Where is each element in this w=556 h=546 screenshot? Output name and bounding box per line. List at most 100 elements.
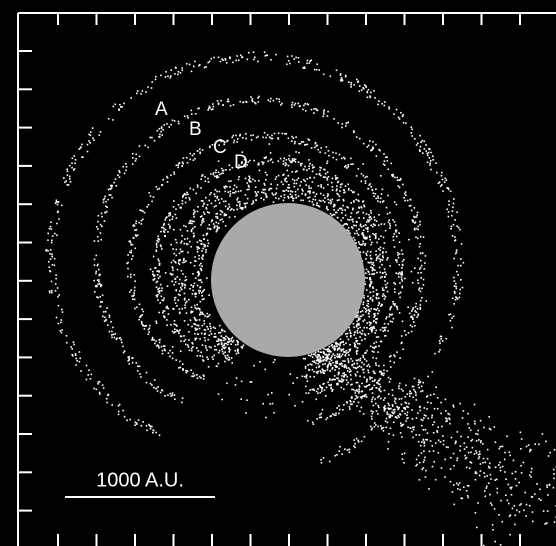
particle	[342, 354, 344, 356]
particle	[213, 223, 215, 225]
particle	[336, 193, 338, 195]
particle	[299, 185, 301, 187]
particle	[389, 381, 391, 383]
particle	[431, 415, 433, 417]
particle	[225, 200, 227, 202]
particle	[58, 294, 60, 296]
particle	[161, 227, 163, 229]
particle	[482, 443, 484, 445]
particle	[383, 430, 385, 432]
particle	[312, 181, 314, 183]
particle	[396, 109, 398, 111]
particle	[111, 404, 113, 406]
particle	[399, 413, 401, 415]
particle	[386, 316, 388, 318]
particle	[479, 451, 481, 453]
particle	[362, 314, 364, 316]
particle	[505, 494, 507, 496]
particle	[158, 238, 160, 240]
particle	[479, 475, 481, 477]
particle	[81, 144, 83, 146]
particle	[409, 393, 411, 395]
particle	[270, 59, 272, 61]
particle	[132, 157, 134, 159]
particle	[135, 223, 137, 225]
particle	[324, 389, 326, 391]
particle	[286, 189, 288, 191]
particle	[405, 420, 407, 422]
particle	[146, 430, 148, 432]
particle	[343, 388, 345, 390]
particle	[332, 353, 334, 355]
particle	[362, 330, 364, 332]
particle	[309, 191, 311, 193]
particle	[538, 498, 540, 500]
particle	[191, 311, 193, 313]
particle	[347, 219, 349, 221]
particle	[358, 234, 360, 236]
particle	[475, 479, 477, 481]
particle	[397, 180, 399, 182]
particle	[267, 99, 269, 101]
particle	[134, 281, 136, 283]
particle	[141, 322, 143, 324]
particle	[314, 147, 316, 149]
particle	[420, 307, 422, 309]
particle	[390, 321, 392, 323]
particle	[79, 358, 81, 360]
particle	[72, 355, 74, 357]
particle	[385, 284, 387, 286]
particle	[420, 308, 422, 310]
particle	[288, 165, 290, 167]
particle	[356, 360, 358, 362]
particle	[158, 277, 160, 279]
particle	[56, 234, 58, 236]
particle	[278, 138, 280, 140]
particle	[350, 404, 352, 406]
particle	[208, 294, 210, 296]
particle	[311, 354, 313, 356]
particle	[375, 198, 377, 200]
particle	[387, 407, 389, 409]
particle	[439, 340, 441, 342]
particle	[224, 331, 226, 333]
particle	[333, 414, 335, 416]
particle	[232, 341, 234, 343]
particle	[276, 176, 278, 178]
particle	[358, 317, 360, 319]
particle	[98, 381, 100, 383]
particle	[192, 311, 194, 313]
particle	[153, 387, 155, 389]
particle	[200, 243, 202, 245]
particle	[120, 106, 122, 108]
particle	[339, 409, 341, 411]
particle	[515, 478, 517, 480]
particle	[381, 193, 383, 195]
particle	[185, 302, 187, 304]
particle	[384, 271, 386, 273]
particle	[395, 416, 397, 418]
particle	[393, 354, 395, 356]
particle	[180, 287, 182, 289]
particle	[378, 345, 380, 347]
particle	[148, 424, 150, 426]
particle	[218, 199, 220, 201]
particle	[225, 225, 227, 227]
particle	[371, 413, 373, 415]
particle	[515, 471, 517, 473]
particle	[248, 161, 250, 163]
particle	[235, 135, 237, 137]
particle	[520, 503, 522, 505]
particle	[74, 163, 76, 165]
particle	[259, 170, 261, 172]
particle	[209, 61, 211, 63]
particle	[200, 224, 202, 226]
particle	[402, 184, 404, 186]
particle	[178, 367, 180, 369]
particle	[332, 152, 334, 154]
particle	[139, 304, 141, 306]
particle	[104, 198, 106, 200]
particle	[431, 417, 433, 419]
particle	[456, 288, 458, 290]
particle	[360, 244, 362, 246]
